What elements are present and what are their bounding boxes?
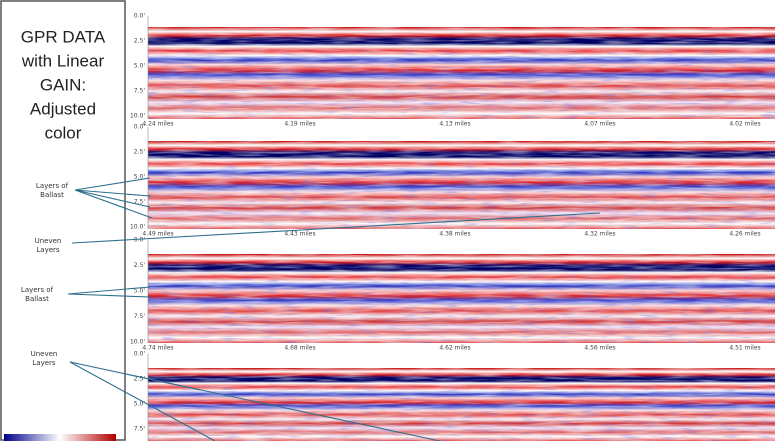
annotation: Layers of [21, 286, 54, 294]
depth-tick-label: 0.0' [134, 351, 146, 358]
annotation: Layers of [36, 182, 69, 190]
mile-label: 4.02 miles [729, 121, 760, 128]
depth-tick-label: 5.0' [134, 63, 146, 70]
radargram-noise [148, 276, 775, 343]
mile-label: 4.49 miles [142, 231, 173, 238]
depth-tick-label: 2.5' [134, 262, 146, 269]
radargram-noise [148, 50, 775, 119]
title-line: GPR DATA [21, 27, 106, 46]
mile-label: 4.07 miles [584, 121, 615, 128]
radargram-noise [148, 386, 775, 441]
annotation: Uneven [35, 237, 62, 245]
annotation: Layers [32, 359, 56, 367]
radargram-panel: 0.0' 2.5' 5.0' 7.5' 10.0'4.24 miles 4.19 mile… [130, 13, 775, 128]
mile-label: 4.26 miles [729, 231, 760, 238]
mile-label: 4.68 miles [284, 345, 315, 352]
title-line: GAIN: [40, 75, 86, 94]
annotation: Ballast [25, 295, 49, 303]
mile-label: 4.13 miles [439, 121, 470, 128]
depth-tick-label: 10.0' [130, 224, 145, 231]
mile-label: 4.24 miles [142, 121, 173, 128]
title-line: color [45, 123, 82, 142]
depth-tick-label: 7.5' [134, 88, 146, 95]
mile-label: 4.56 miles [584, 345, 615, 352]
depth-tick-label: 10.0' [130, 113, 145, 120]
depth-tick-label: 0.0' [134, 237, 146, 244]
radargram-noise [148, 163, 775, 229]
depth-tick-label: 0.0' [134, 13, 146, 20]
color-bar [4, 434, 116, 441]
mile-label: 4.38 miles [439, 231, 470, 238]
mile-label: 4.51 miles [729, 345, 760, 352]
annotation: Uneven [31, 350, 58, 358]
depth-tick-label: 7.5' [134, 426, 146, 433]
depth-tick-label: 0.0' [134, 124, 146, 131]
slide: GPR DATA with Linear GAIN: Adjusted color 0.… [0, 0, 775, 441]
mile-label: 4.19 miles [284, 121, 315, 128]
depth-tick-label: 7.5' [134, 313, 146, 320]
mile-label: 4.74 miles [142, 345, 173, 352]
depth-tick-label: 2.5' [134, 38, 146, 45]
mile-label: 4.62 miles [439, 345, 470, 352]
annotation: Ballast [40, 191, 64, 199]
title-line: with Linear [21, 51, 105, 70]
depth-tick-label: 2.5' [134, 149, 146, 156]
mile-label: 4.43 miles [284, 231, 315, 238]
mile-label: 4.32 miles [584, 231, 615, 238]
annotation: Layers [36, 246, 60, 254]
title-line: Adjusted [30, 99, 96, 118]
